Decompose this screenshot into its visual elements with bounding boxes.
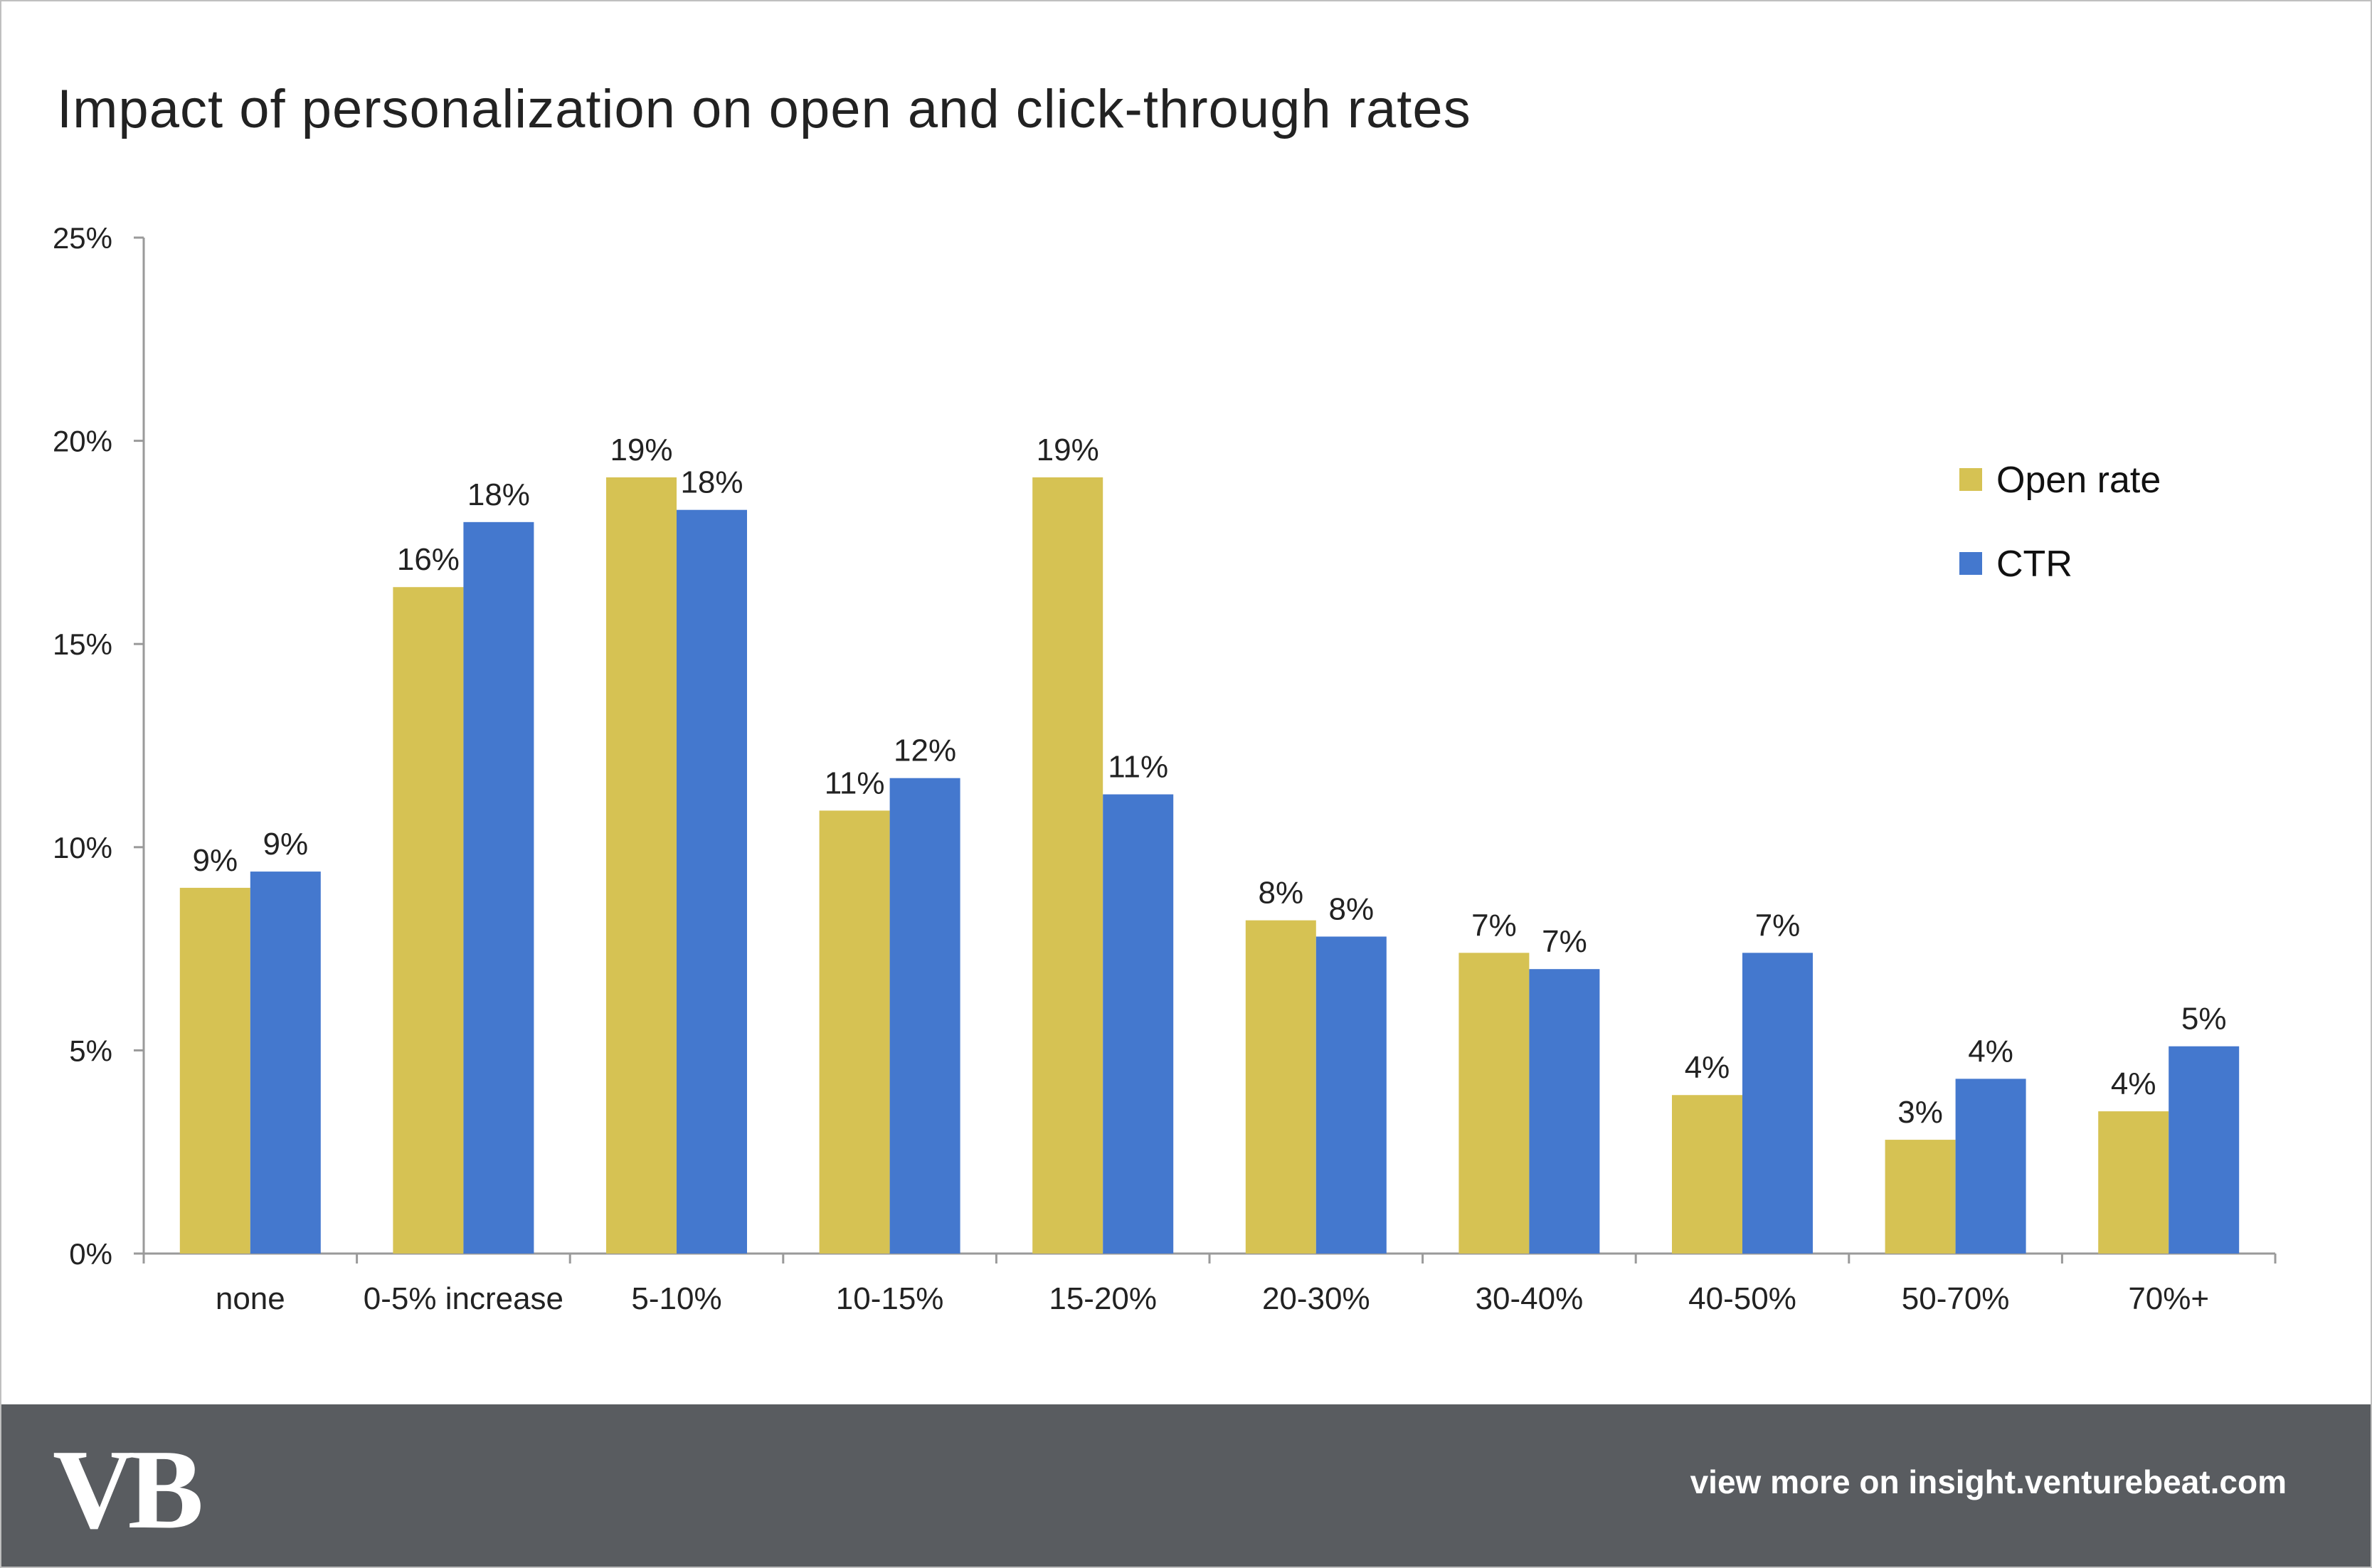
y-tick-label: 5% bbox=[69, 1034, 112, 1067]
ctr-data-label: 18% bbox=[467, 477, 530, 512]
ctr-data-label: 18% bbox=[680, 465, 743, 500]
y-tick-label: 0% bbox=[69, 1237, 112, 1271]
y-tick-label: 25% bbox=[53, 221, 112, 255]
ctr-data-label: 5% bbox=[2181, 1002, 2227, 1037]
venturebeat-logo: VB bbox=[53, 1426, 203, 1552]
open-rate-data-label: 9% bbox=[193, 843, 238, 878]
open-rate-data-label: 16% bbox=[397, 542, 460, 577]
ctr-bar bbox=[463, 521, 534, 1254]
open-rate-bar bbox=[1885, 1140, 1956, 1254]
ctr-bar bbox=[1742, 953, 1813, 1254]
y-tick-label: 15% bbox=[53, 627, 112, 661]
open-rate-data-label: 8% bbox=[1259, 876, 1304, 911]
footer-bar: VB view more on insight.venturebeat.com bbox=[1, 1404, 2371, 1567]
x-tick-label: 50-70% bbox=[1902, 1281, 2010, 1316]
ctr-bar bbox=[889, 778, 960, 1254]
insight-link[interactable]: view more on insight.venturebeat.com bbox=[1690, 1463, 2287, 1500]
x-tick-label: 40-50% bbox=[1688, 1281, 1796, 1316]
ctr-bar bbox=[677, 509, 747, 1254]
legend-swatch bbox=[1959, 468, 1982, 491]
open-rate-bar bbox=[1672, 1095, 1742, 1254]
ctr-data-label: 8% bbox=[1329, 891, 1375, 926]
open-rate-bar bbox=[819, 810, 890, 1254]
x-tick-label: 70%+ bbox=[2128, 1281, 2209, 1316]
open-rate-data-label: 19% bbox=[1037, 433, 1099, 467]
x-tick-label: 10-15% bbox=[836, 1281, 944, 1316]
legend-swatch bbox=[1959, 552, 1982, 575]
ctr-bar bbox=[1529, 969, 1600, 1254]
ctr-bar bbox=[2169, 1046, 2240, 1254]
y-tick-label: 10% bbox=[53, 831, 112, 864]
ctr-data-label: 7% bbox=[1542, 924, 1587, 959]
open-rate-data-label: 19% bbox=[610, 433, 672, 467]
open-rate-bar bbox=[606, 477, 677, 1254]
ctr-bar bbox=[250, 872, 321, 1254]
x-tick-label: 30-40% bbox=[1476, 1281, 1584, 1316]
open-rate-bar bbox=[179, 887, 250, 1254]
ctr-bar bbox=[1955, 1079, 2026, 1254]
open-rate-bar bbox=[1032, 477, 1103, 1254]
legend-label: CTR bbox=[1996, 544, 2072, 585]
x-tick-label: none bbox=[216, 1281, 285, 1316]
open-rate-data-label: 11% bbox=[825, 766, 885, 800]
ctr-data-label: 12% bbox=[894, 733, 956, 768]
open-rate-bar bbox=[1245, 920, 1316, 1254]
legend-label: Open rate bbox=[1996, 460, 2161, 501]
y-tick-label: 20% bbox=[53, 425, 112, 458]
ctr-data-label: 4% bbox=[1968, 1034, 2013, 1069]
ctr-data-label: 7% bbox=[1755, 908, 1801, 943]
open-rate-data-label: 3% bbox=[1897, 1095, 1943, 1130]
open-rate-data-label: 4% bbox=[2111, 1066, 2156, 1101]
open-rate-bar bbox=[2098, 1111, 2169, 1254]
open-rate-data-label: 4% bbox=[1685, 1050, 1730, 1085]
open-rate-bar bbox=[393, 587, 464, 1254]
open-rate-data-label: 7% bbox=[1471, 908, 1517, 943]
ctr-data-label: 11% bbox=[1108, 750, 1168, 785]
ctr-bar bbox=[1315, 936, 1387, 1254]
chart-title: Impact of personalization on open and cl… bbox=[57, 79, 1471, 139]
x-tick-label: 0-5% increase bbox=[364, 1281, 563, 1316]
open-rate-bar bbox=[1458, 953, 1530, 1254]
ctr-data-label: 9% bbox=[263, 827, 309, 862]
x-tick-label: 15-20% bbox=[1049, 1281, 1157, 1316]
x-tick-label: 5-10% bbox=[631, 1281, 721, 1316]
x-tick-label: 20-30% bbox=[1262, 1281, 1370, 1316]
ctr-bar bbox=[1103, 794, 1174, 1254]
